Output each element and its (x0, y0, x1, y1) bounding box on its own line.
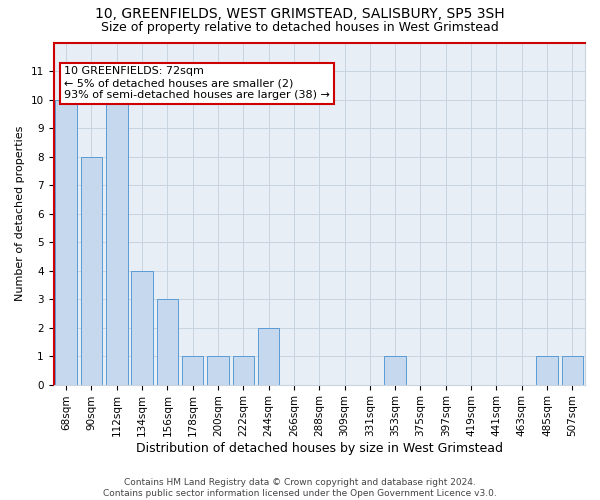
Bar (131, 270, 153, 384)
Bar (106, 100, 128, 385)
Bar (562, 356, 583, 384)
Bar (258, 328, 280, 384)
Bar (81, 156, 102, 384)
Bar (207, 356, 229, 384)
Bar (55, 100, 77, 385)
Bar (385, 356, 406, 384)
Bar (157, 299, 178, 384)
Text: Size of property relative to detached houses in West Grimstead: Size of property relative to detached ho… (101, 21, 499, 34)
Y-axis label: Number of detached properties: Number of detached properties (15, 126, 25, 301)
Text: 10, GREENFIELDS, WEST GRIMSTEAD, SALISBURY, SP5 3SH: 10, GREENFIELDS, WEST GRIMSTEAD, SALISBU… (95, 8, 505, 22)
X-axis label: Distribution of detached houses by size in West Grimstead: Distribution of detached houses by size … (136, 442, 503, 455)
Bar (233, 356, 254, 384)
Text: Contains HM Land Registry data © Crown copyright and database right 2024.
Contai: Contains HM Land Registry data © Crown c… (103, 478, 497, 498)
Text: 10 GREENFIELDS: 72sqm
← 5% of detached houses are smaller (2)
93% of semi-detach: 10 GREENFIELDS: 72sqm ← 5% of detached h… (64, 66, 330, 100)
Bar (182, 356, 203, 384)
Bar (536, 356, 558, 384)
